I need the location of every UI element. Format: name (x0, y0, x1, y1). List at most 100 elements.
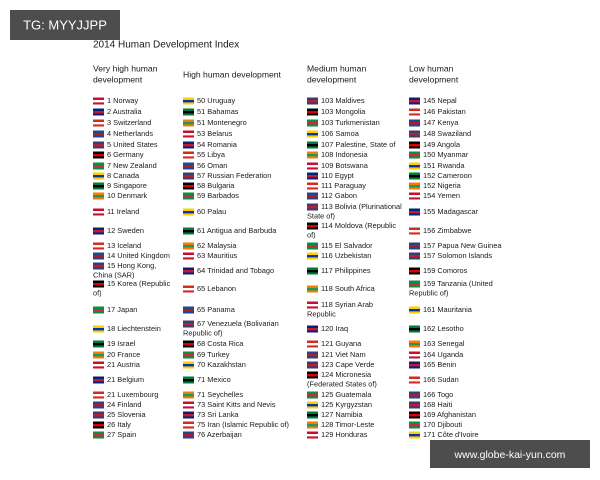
flag-stripe (93, 122, 104, 125)
entry: 20 France (107, 350, 140, 359)
entry: 67 Venezuela (Bolivarian (197, 319, 279, 328)
flag-stripe (307, 100, 318, 103)
flag-stripe (409, 230, 420, 233)
entry: 152 Nigeria (423, 181, 462, 190)
flag-stripe (307, 195, 318, 198)
column-heading: High human development (183, 69, 282, 79)
flag-stripe (307, 255, 318, 258)
flag-stripe (307, 175, 318, 178)
entry: 56 Oman (197, 161, 227, 170)
flag-stripe (409, 270, 420, 273)
flag-stripe (183, 434, 194, 437)
watermark-box (10, 10, 120, 40)
flag-stripe (93, 195, 104, 198)
entry: 57 Russian Federation (197, 171, 271, 180)
flag-stripe (409, 364, 420, 367)
flag-stripe (183, 144, 194, 147)
flag-stripe (307, 328, 318, 331)
entry: 15 Hong Kong, (107, 261, 156, 270)
flag-stripe (93, 111, 104, 114)
flag-stripe (409, 111, 420, 114)
entry: 1 Norway (107, 96, 139, 105)
entry: 11 Ireland (107, 207, 139, 216)
entry: 2 Australia (107, 107, 142, 116)
entry: 6 Germany (107, 150, 144, 159)
flag-stripe (307, 111, 318, 114)
flag-stripe (307, 165, 318, 168)
entry: 21 Belgium (107, 375, 144, 384)
flag-stripe (409, 424, 420, 427)
flag-stripe (307, 185, 318, 188)
flag-stripe (93, 265, 104, 268)
flag-stripe (307, 206, 318, 209)
entry: 103 Turkmenistan (321, 118, 380, 127)
entry: 166 Togo (423, 390, 453, 399)
flag-stripe (409, 185, 420, 188)
flag-stripe (183, 165, 194, 168)
flag-stripe (93, 354, 104, 357)
flag-stripe (409, 404, 420, 407)
entry: 121 Viet Nam (321, 350, 366, 359)
flag-stripe (409, 211, 420, 214)
entry: 19 Israel (107, 339, 136, 348)
flag-stripe (307, 154, 318, 157)
flag-stripe (307, 144, 318, 147)
flag-stripe (409, 343, 420, 346)
entry: 146 Pakistan (423, 107, 466, 116)
flag-stripe (409, 328, 420, 331)
entry: 116 Uzbekistan (321, 251, 371, 260)
entry: 109 Botswana (321, 161, 369, 170)
column-heading: Low human (409, 63, 454, 73)
flag-stripe (307, 404, 318, 407)
entry: 155 Madagascar (423, 207, 479, 216)
entry: 150 Myanmar (423, 150, 469, 159)
flag-stripe (307, 304, 318, 307)
flag-stripe (307, 424, 318, 427)
flag-stripe (183, 195, 194, 198)
entry: 17 Japan (107, 305, 137, 314)
entry: 9 Singapore (107, 181, 147, 190)
entry: 69 Turkey (197, 350, 230, 359)
flag-stripe (409, 245, 420, 248)
entry: 161 Mauritania (423, 305, 473, 314)
column-heading: Very high human (93, 63, 158, 73)
entry: 154 Yemen (423, 191, 460, 200)
title: 2014 Human Development Index (93, 40, 239, 51)
entry: 71 Seychelles (197, 390, 243, 399)
entry: 159 Comoros (423, 266, 468, 275)
flag-stripe (93, 309, 104, 312)
entry: 163 Senegal (423, 339, 465, 348)
flag-stripe (183, 211, 194, 214)
entry: of) (93, 288, 102, 297)
entry: 58 Bulgaria (197, 181, 235, 190)
flag-stripe (409, 309, 420, 312)
entry: 50 Uruguay (197, 96, 236, 105)
entry: 4 Netherlands (107, 129, 153, 138)
entry: 63 Mauritius (197, 251, 238, 260)
flag-stripe (93, 328, 104, 331)
flag-stripe (183, 288, 194, 291)
entry: 51 Montenegro (197, 118, 247, 127)
flag-stripe (307, 374, 318, 377)
flag-stripe (93, 424, 104, 427)
entry: 54 Romania (197, 140, 238, 149)
flag-stripe (409, 175, 420, 178)
entry: 68 Costa Rica (197, 339, 244, 348)
entry: Republic (307, 309, 336, 318)
entry: China (SAR) (93, 270, 134, 279)
flag-stripe (409, 195, 420, 198)
flag-stripe (307, 394, 318, 397)
flag-stripe (409, 354, 420, 357)
flag-stripe (93, 414, 104, 417)
entry: 25 Slovenia (107, 410, 147, 419)
flag-stripe (307, 288, 318, 291)
flag-stripe (93, 211, 104, 214)
flag-stripe (183, 364, 194, 367)
flag-stripe (409, 379, 420, 382)
entry: 76 Azerbaijan (197, 430, 242, 439)
flag-stripe (409, 165, 420, 168)
flag-stripe (93, 230, 104, 233)
entry: 165 Benin (423, 360, 456, 369)
flag-stripe (409, 144, 420, 147)
entry: 108 Indonesia (321, 150, 368, 159)
